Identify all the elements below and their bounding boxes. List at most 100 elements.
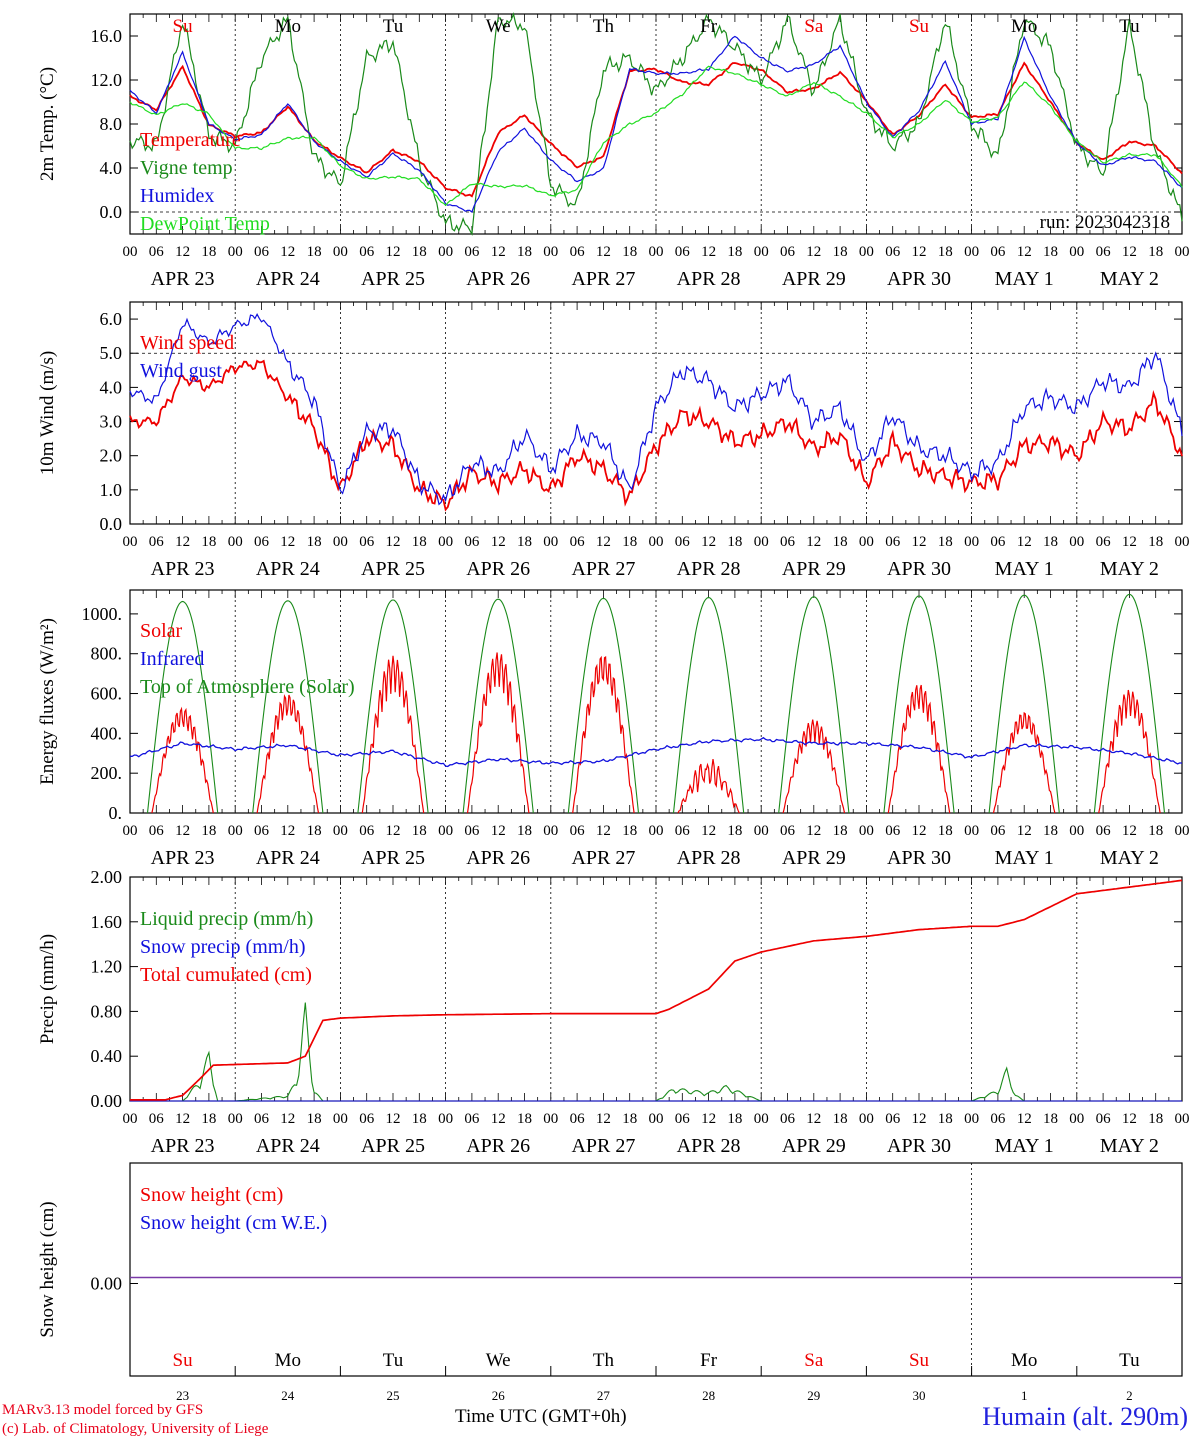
weekday-label: Su (909, 1350, 930, 1371)
x-hour-label: 00 (859, 1111, 874, 1127)
weekday-label: Tu (1119, 1350, 1140, 1371)
x-hour-label: 06 (570, 244, 586, 260)
x-date-label: APR 30 (887, 847, 951, 869)
y-tick-label: 0.00 (91, 1091, 123, 1111)
x-hour-label: 12 (386, 244, 401, 260)
x-date-label: MAY 1 (995, 268, 1054, 290)
x-hour-label: 00 (333, 534, 348, 550)
x-hour-label: 06 (1096, 244, 1112, 260)
x-date-label: APR 25 (361, 1135, 425, 1157)
x-hour-label: 00 (754, 1111, 769, 1127)
x-hour-label: 18 (412, 823, 427, 839)
x-date-label: APR 25 (361, 268, 425, 290)
y-tick-label: 4.0 (100, 158, 123, 178)
x-hour-label: 12 (1122, 244, 1137, 260)
x-hour-label: 00 (333, 1111, 348, 1127)
x-hour-label: 06 (254, 823, 270, 839)
x-date-label: MAY 1 (995, 558, 1054, 580)
y-tick-label: 2.0 (100, 446, 123, 466)
x-hour-label: 18 (412, 244, 427, 260)
series-line-toa (988, 594, 1060, 814)
x-date-label: MAY 2 (1100, 1135, 1159, 1157)
x-hour-label: 12 (280, 534, 295, 550)
y-tick-label: 600. (91, 684, 123, 704)
x-date-label: APR 24 (256, 847, 320, 869)
y-tick-label: 400. (91, 723, 123, 743)
panel-temperature: 0.0 4.0 8.0 12.0 16.0 2m Temp. (°C) 00 06 12 18 AP… (37, 11, 1190, 290)
x-hour-label: 12 (912, 534, 927, 550)
x-hour-label: 12 (280, 1111, 295, 1127)
x-hour-label: 18 (517, 823, 532, 839)
y-tick-label: 200. (91, 763, 123, 783)
weekday-label: Su (173, 1350, 194, 1371)
x-hour-label: 06 (149, 244, 165, 260)
institution-credit: (c) Lab. of Climatology, University of L… (2, 1421, 269, 1437)
x-date-label: MAY 1 (995, 1135, 1054, 1157)
legend-item: Humidex (140, 185, 214, 207)
x-hour-label: 12 (701, 1111, 716, 1127)
x-hour-label: 18 (622, 244, 637, 260)
x-date-label: APR 28 (677, 847, 741, 869)
day-number-label: 30 (913, 1388, 926, 1403)
x-hour-label: 00 (964, 244, 979, 260)
legend-item: Infrared (140, 648, 204, 670)
series-line-toa (778, 596, 850, 814)
x-hour-label: 18 (1148, 1111, 1163, 1127)
x-date-label: APR 29 (782, 847, 846, 869)
x-hour-label: 12 (491, 244, 506, 260)
x-date-label: APR 29 (782, 1135, 846, 1157)
x-hour-label: 18 (727, 823, 742, 839)
x-hour-label: 06 (675, 823, 691, 839)
x-hour-label: 12 (912, 823, 927, 839)
x-hour-label: 18 (938, 534, 953, 550)
x-hour-label: 00 (754, 244, 769, 260)
x-hour-label: 18 (622, 1111, 637, 1127)
x-hour-label: 06 (149, 1111, 165, 1127)
x-date-label: APR 26 (466, 558, 530, 580)
y-tick-label: 2.00 (91, 867, 123, 887)
series-line-toa (883, 595, 955, 814)
x-date-label: APR 28 (677, 268, 741, 290)
y-tick-label: 8.0 (100, 114, 123, 134)
x-hour-label: 06 (570, 534, 586, 550)
legend-item: Snow height (cm W.E.) (140, 1212, 327, 1234)
x-hour-label: 18 (307, 244, 322, 260)
series-line-toa (462, 598, 534, 814)
x-hour-label: 12 (806, 534, 821, 550)
series-line-solar (572, 655, 635, 814)
x-hour-label: 00 (543, 244, 558, 260)
day-number-label: 26 (492, 1388, 506, 1403)
x-date-label: APR 27 (571, 1135, 635, 1157)
panel-snow: 0.00 Snow height (cm) Su 23 Mo 24 Tu 25 We 26 Th 27… (37, 1162, 1183, 1403)
x-hour-label: 00 (228, 1111, 243, 1127)
series-line-toa (1093, 593, 1166, 814)
x-hour-label: 18 (727, 244, 742, 260)
x-hour-label: 12 (912, 244, 927, 260)
x-hour-label: 12 (491, 823, 506, 839)
x-date-label: APR 27 (571, 847, 635, 869)
x-hour-label: 12 (701, 823, 716, 839)
x-hour-label: 06 (990, 1111, 1006, 1127)
series-line-humidex (129, 35, 1183, 213)
weekday-label: Fr (700, 1350, 718, 1371)
x-hour-label: 18 (517, 1111, 532, 1127)
y-tick-label: 1.20 (91, 957, 123, 977)
x-hour-label: 06 (675, 1111, 691, 1127)
y-tick-label: 1.60 (91, 912, 123, 932)
x-hour-label: 06 (359, 1111, 375, 1127)
x-hour-label: 06 (1096, 534, 1112, 550)
series-line-solar (887, 684, 951, 814)
x-hour-label: 06 (780, 823, 796, 839)
x-hour-label: 06 (885, 823, 901, 839)
station-label: Humain (alt. 290m) (982, 1402, 1188, 1431)
series-line-solar (1098, 689, 1161, 814)
weekday-label: Fr (700, 16, 718, 37)
x-hour-label: 00 (1069, 244, 1084, 260)
legend-item: Wind speed (140, 332, 234, 354)
y-tick-label: 4.0 (100, 377, 123, 397)
day-number-label: 2 (1126, 1388, 1133, 1403)
x-hour-label: 12 (1122, 1111, 1137, 1127)
x-hour-label: 18 (833, 823, 848, 839)
series-line-solar (677, 759, 740, 814)
